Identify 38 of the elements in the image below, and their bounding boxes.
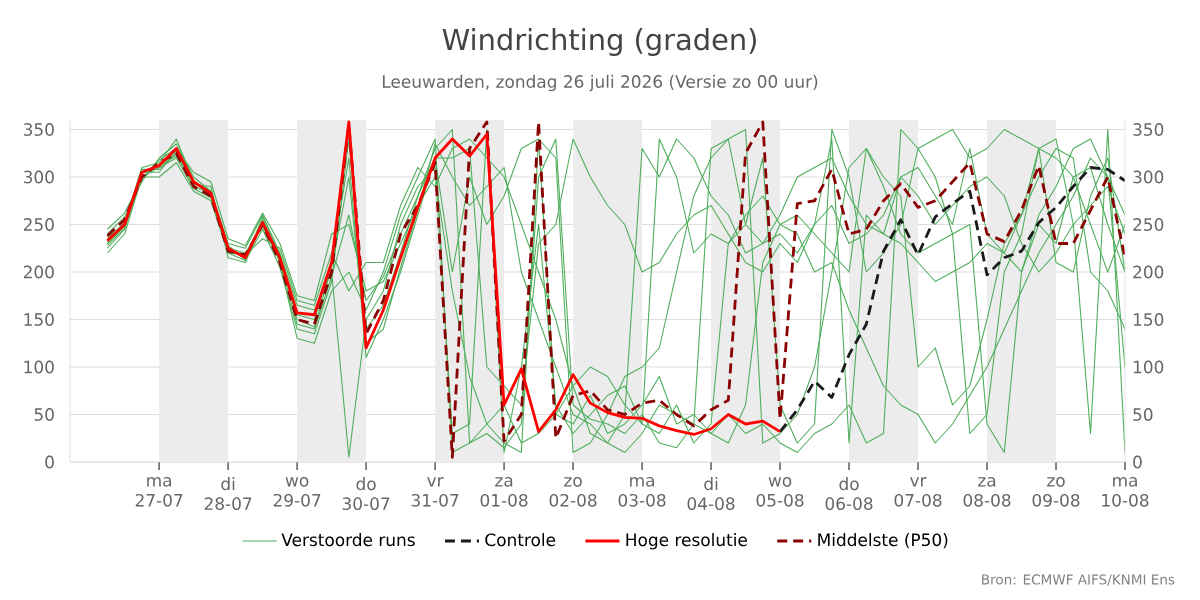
y-tick-label: 200 [23, 265, 54, 279]
legend-label: Middelste (P50) [818, 533, 948, 549]
y2-tick-label: 250 [1133, 218, 1164, 231]
x-tick-label: za 08-08 [963, 477, 1011, 507]
x-tick-label: vr 31-07 [411, 477, 459, 507]
x-tick-label: wo 05-08 [756, 477, 804, 507]
x-tick-label: za 01-08 [480, 477, 528, 507]
x-tick-label: do 30-07 [342, 477, 390, 511]
y2-tick-label: 350 [1133, 123, 1164, 136]
legend-label: Verstoorde runs [281, 533, 415, 547]
x-tick-label: zo 02-08 [549, 477, 597, 507]
x-tick-label: do 06-08 [825, 477, 873, 511]
x-tick-label: wo 29-07 [273, 477, 321, 507]
y2-tick-label: 150 [1133, 313, 1164, 326]
y-tick-label: 250 [23, 218, 54, 231]
y-tick-label: 50 [34, 408, 54, 421]
y2-tick-label: 0 [1133, 455, 1142, 469]
y2-tick-label: 50 [1133, 408, 1153, 421]
y2-tick-label: 200 [1133, 265, 1164, 279]
y2-tick-label: 300 [1133, 170, 1164, 184]
text: Bron: ECMWF AIFS/KNMI Ens [982, 574, 1175, 586]
y-tick-label: 300 [23, 170, 54, 184]
y2-tick-label: 100 [1133, 360, 1164, 374]
y-tick-label: 350 [23, 123, 54, 136]
x-tick-label: vr 07-08 [894, 477, 942, 507]
x-tick-label: ma 10-08 [1102, 477, 1149, 507]
legend-label: Hoge resolutie [626, 533, 747, 550]
x-tick-label: ma 03-08 [618, 477, 666, 507]
x-tick-label: ma 27-07 [135, 477, 183, 507]
chart-subtitle: Leeuwarden, zondag 26 juli 2026 (Versie zo 00 uur) [382, 74, 818, 92]
chart-title: Windrichting (graden) [442, 28, 756, 56]
legend-label: Controle [485, 533, 556, 547]
y-tick-label: 100 [24, 360, 54, 374]
x-tick-label: di 04-08 [687, 477, 735, 511]
y-tick-label: 150 [24, 313, 54, 326]
x-tick-label: zo 09-08 [1032, 477, 1080, 507]
x-tick-label: di 28-07 [204, 477, 252, 511]
y-tick-label: 0 [45, 455, 54, 469]
